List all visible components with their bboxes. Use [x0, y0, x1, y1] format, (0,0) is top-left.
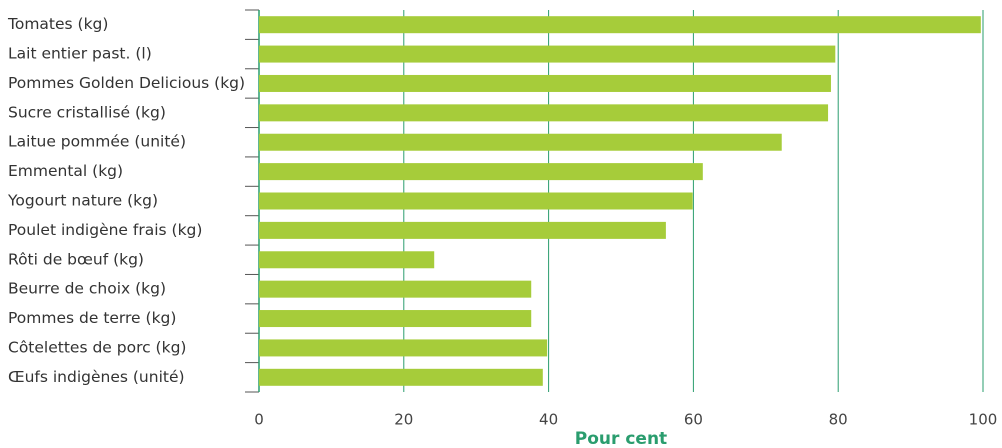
- y-tick-label: Yogourt nature (kg): [7, 192, 158, 210]
- x-tick-label: 100: [969, 411, 998, 429]
- bar: [259, 310, 532, 328]
- y-tick-label: Beurre de choix (kg): [8, 280, 166, 298]
- x-tick-label: 40: [539, 411, 558, 429]
- x-tick-label: 60: [684, 411, 703, 429]
- bar: [259, 339, 548, 357]
- bar: [259, 163, 703, 181]
- y-tick-label: Rôti de bœuf (kg): [8, 250, 144, 268]
- y-tick-label: Côtelettes de porc (kg): [8, 338, 186, 356]
- x-tick-label: 80: [829, 411, 848, 429]
- bar: [259, 368, 543, 386]
- bar: [259, 280, 532, 298]
- bar: [259, 133, 782, 151]
- x-tick-label: 20: [394, 411, 413, 429]
- bar: [259, 251, 435, 269]
- bar: [259, 104, 829, 122]
- y-tick-label: Poulet indigène frais (kg): [8, 221, 202, 239]
- y-tick-label: Emmental (kg): [8, 162, 123, 180]
- y-tick-label: Lait entier past. (l): [8, 45, 152, 63]
- y-tick-label: Sucre cristallisé (kg): [8, 103, 166, 121]
- bar: [259, 74, 831, 92]
- y-tick-label: Tomates (kg): [7, 15, 108, 33]
- x-axis-title: Pour cent: [575, 429, 667, 448]
- bar: [259, 16, 981, 34]
- bar: [259, 221, 666, 239]
- y-tick-label: Pommes de terre (kg): [8, 309, 176, 327]
- y-tick-label: Œufs indigènes (unité): [8, 368, 185, 386]
- y-tick-label: Pommes Golden Delicious (kg): [8, 74, 245, 92]
- x-tick-label: 0: [254, 411, 264, 429]
- bar: [259, 45, 836, 63]
- y-tick-label: Laitue pommée (unité): [8, 133, 186, 151]
- bar: [259, 192, 693, 210]
